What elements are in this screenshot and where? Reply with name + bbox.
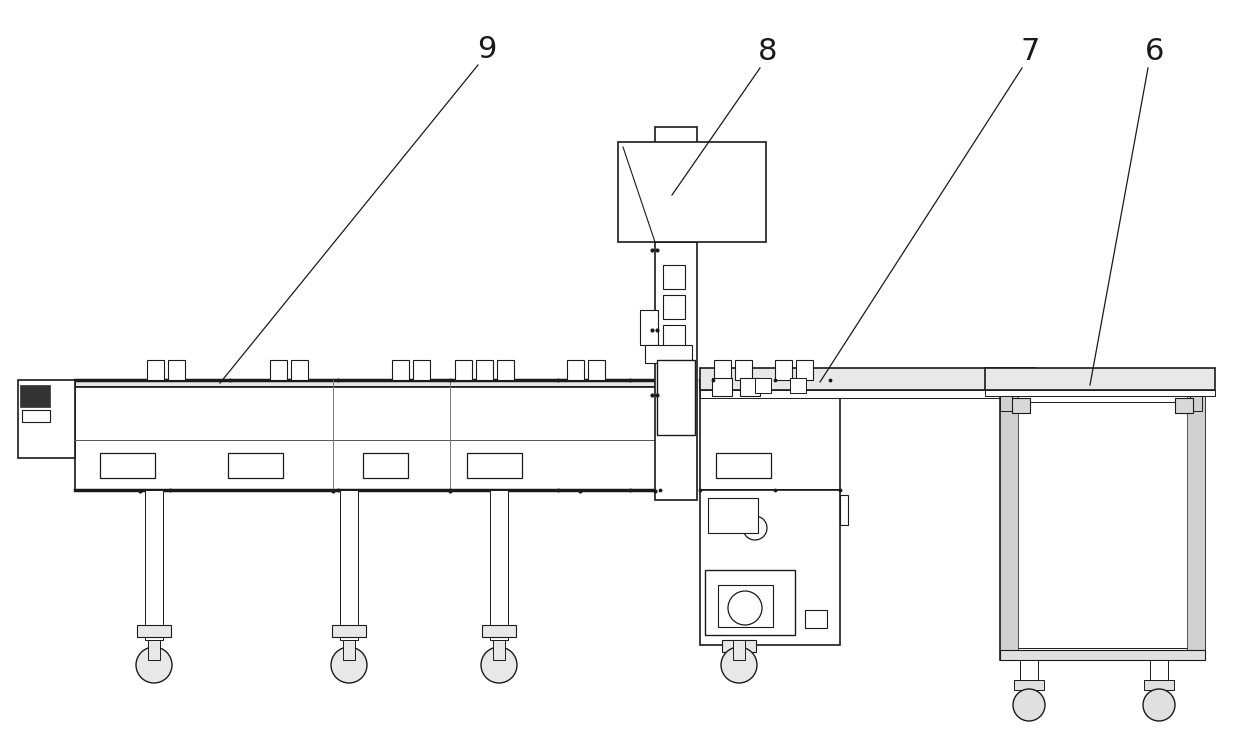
Bar [1190,396,1202,411]
Bar [839,495,848,525]
Bar [363,453,408,478]
Text: 9: 9 [477,36,497,64]
Bar [796,360,813,380]
Bar [136,625,171,637]
Bar [733,640,745,660]
Bar [1012,402,1193,648]
Bar [701,368,1035,390]
Circle shape [481,647,517,683]
Bar [701,380,839,490]
Bar [413,360,430,380]
Bar [985,368,1215,390]
Bar [701,490,839,645]
Bar [735,360,751,380]
Bar [340,490,358,640]
Bar [805,610,827,628]
Bar [494,640,505,660]
Circle shape [720,647,756,683]
Bar [145,490,162,640]
Bar [712,378,732,396]
Bar [740,378,760,396]
Bar [228,453,283,478]
Bar [167,360,185,380]
Bar [392,360,409,380]
Bar [657,360,694,435]
Bar [567,360,584,380]
Text: 6: 6 [1146,38,1164,67]
Bar [1014,680,1044,690]
Bar [148,360,164,380]
Bar [755,378,771,393]
Bar [332,625,366,637]
Bar [1149,660,1168,685]
Bar [476,360,494,380]
Bar [640,310,658,345]
Circle shape [713,508,737,532]
Circle shape [1143,689,1176,721]
Bar [985,390,1215,396]
Bar [775,360,792,380]
Bar [22,410,50,422]
Bar [291,360,308,380]
Bar [1145,680,1174,690]
Bar [663,325,684,349]
Bar [20,385,50,407]
Bar [343,640,355,660]
Bar [497,360,515,380]
Bar [455,360,472,380]
Bar [588,360,605,380]
Bar [718,585,773,627]
Bar [270,360,286,380]
Bar [999,396,1012,411]
Bar [663,265,684,289]
Bar [730,640,748,645]
Text: 8: 8 [758,38,777,67]
Text: 7: 7 [1021,38,1039,67]
Bar [790,378,806,393]
Bar [100,453,155,478]
Bar [1187,390,1205,660]
Bar [1012,398,1030,413]
Bar [708,498,758,533]
Bar [701,390,1035,398]
Bar [490,490,508,640]
Bar [722,640,756,652]
Bar [999,390,1018,660]
Bar [706,570,795,635]
Bar [1176,398,1193,413]
Circle shape [728,591,763,625]
Bar [74,387,660,490]
Bar [715,453,771,478]
Circle shape [1013,689,1045,721]
Circle shape [331,647,367,683]
Bar [618,142,766,242]
Bar [1021,660,1038,685]
Circle shape [136,647,172,683]
Bar [645,345,692,363]
Bar [482,625,516,637]
Bar [999,390,1205,660]
Bar [19,380,74,458]
Bar [663,295,684,319]
Bar [655,127,697,500]
Circle shape [743,516,768,540]
Bar [714,360,732,380]
Bar [999,650,1205,660]
Bar [74,380,660,387]
Bar [467,453,522,478]
Bar [148,640,160,660]
